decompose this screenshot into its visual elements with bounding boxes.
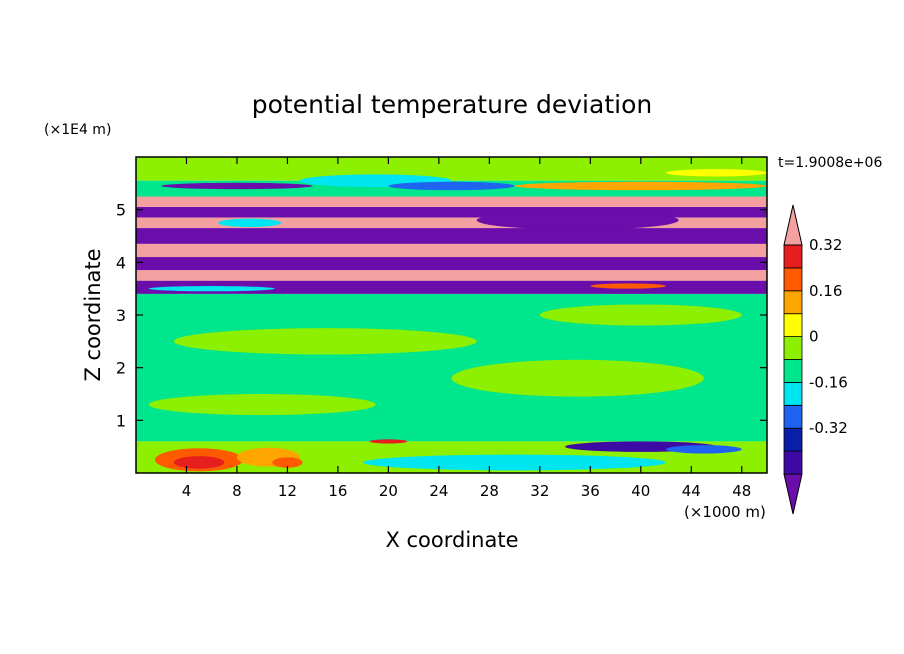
contour-region [539,304,742,326]
contour-band [136,196,767,208]
contour-band [136,270,767,281]
x-tick-label: 16 [328,482,347,500]
time-label: t=1.9008e+06 [778,155,882,171]
y-tick-label: 2 [116,359,126,378]
contour-band [136,228,767,244]
contour-region [369,439,408,444]
colorbar-segment [783,359,803,383]
contour-region [161,182,313,190]
colorbar-segment [783,267,803,292]
y-axis-ticks: 1 2 3 4 5 [116,201,767,430]
colorbar-segment [783,290,803,315]
contour-region [363,454,667,471]
contour-region [148,394,376,416]
colorbar-segment [783,313,803,338]
colorbar-tick-label: 0 [809,328,819,346]
contour-plot-area [136,157,767,473]
colorbar-lower-arrow [783,473,803,515]
contour-region [218,218,282,228]
colorbar-tick-label: -0.16 [809,373,848,391]
y-unit-label: (×1E4 m) [44,122,111,138]
contour-band [136,243,767,258]
contour-region [272,457,303,468]
x-axis-ticks: 4 8 12 16 20 24 28 32 36 40 44 48 [182,157,751,500]
x-tick-label: 20 [379,482,398,500]
colorbar: -0.32 -0.16 0 0.16 0.32 [783,204,848,515]
x-tick-label: 24 [429,482,448,500]
colorbar-tick-label: -0.32 [809,419,848,437]
contour-region [476,210,679,230]
contour-region [388,181,515,191]
colorbar-segment [783,244,803,269]
contour-region [451,359,704,397]
x-unit-label: (×1000 m) [684,503,766,521]
x-tick-label: 12 [278,482,297,500]
x-tick-label: 28 [480,482,499,500]
contour-region [666,445,742,454]
contour-band [136,207,767,218]
colorbar-segment [783,336,803,360]
contour-region [590,283,667,289]
contour-region [514,181,767,191]
contour-region [173,456,225,469]
colorbar-segment [783,427,803,452]
y-tick-label: 4 [116,253,126,272]
contour-region [148,286,275,292]
x-tick-label: 8 [232,482,242,500]
contour-region [666,169,767,177]
colorbar-segment [783,450,803,475]
x-tick-label: 44 [682,482,701,500]
colorbar-tick-label: 0.32 [809,236,842,254]
x-tick-label: 36 [581,482,600,500]
y-axis-label: Z coordinate [81,248,105,381]
x-axis-label: X coordinate [385,528,518,552]
contour-region [173,328,477,355]
x-tick-label: 40 [631,482,650,500]
y-tick-label: 5 [116,201,126,220]
contour-band [136,217,767,229]
x-tick-label: 48 [732,482,751,500]
colorbar-segment [783,381,803,406]
y-tick-label: 3 [116,306,126,325]
chart-title: potential temperature deviation [252,90,652,119]
contour-band [136,157,767,181]
colorbar-segment [783,404,803,429]
contour-band [136,257,767,271]
x-tick-label: 32 [530,482,549,500]
y-tick-label: 1 [116,411,126,430]
colorbar-upper-arrow [783,204,803,246]
colorbar-tick-label: 0.16 [809,282,842,300]
x-tick-label: 4 [182,482,192,500]
